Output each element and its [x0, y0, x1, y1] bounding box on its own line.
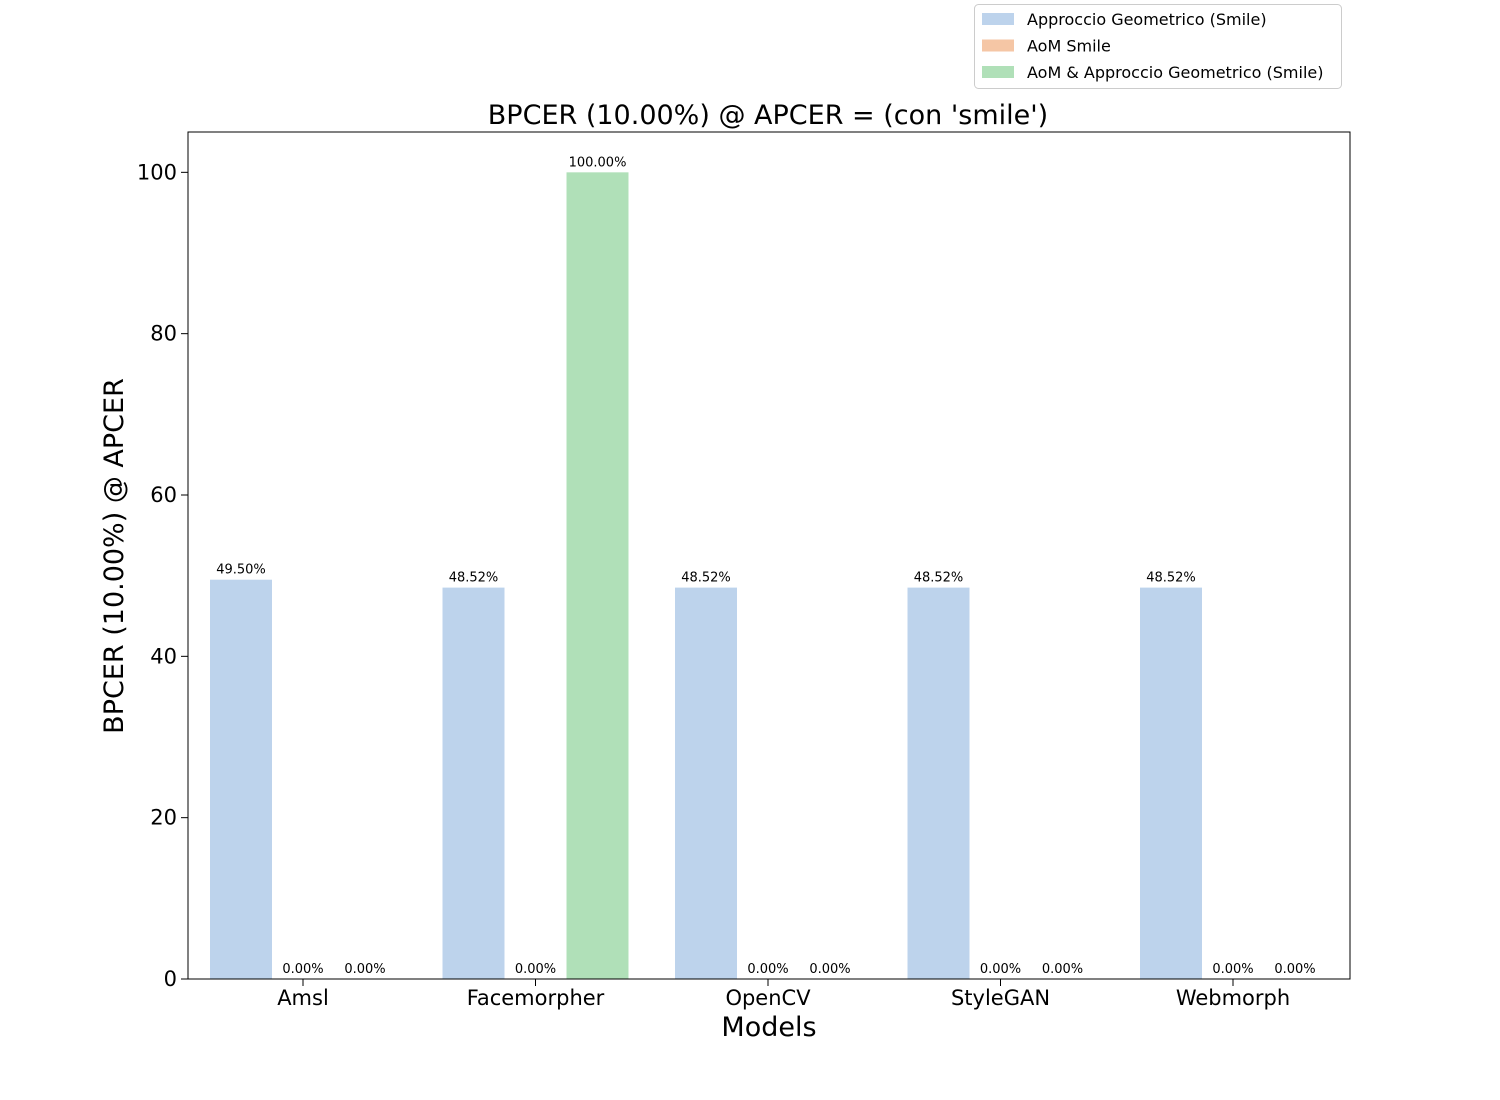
data-label: 48.52%	[914, 571, 964, 586]
legend: Approccio Geometrico (Smile) AoM Smile AoM…	[974, 4, 1342, 89]
data-label: 0.00%	[282, 962, 323, 977]
y-tick-label: 0	[164, 967, 177, 991]
bar-facemorpher-series-3	[566, 172, 629, 980]
bar-facemorpher-series-1	[442, 587, 505, 979]
data-label: 0.00%	[809, 962, 850, 977]
y-tick-label: 80	[150, 322, 177, 346]
data-label: 48.52%	[449, 571, 499, 586]
x-tick-label: OpenCV	[725, 986, 811, 1010]
data-label: 48.52%	[1146, 571, 1196, 586]
legend-swatch	[982, 39, 1014, 52]
x-axis-label: Models	[721, 1012, 816, 1043]
data-label: 0.00%	[344, 962, 385, 977]
data-label: 0.00%	[747, 962, 788, 977]
data-label: 49.50%	[216, 563, 266, 578]
legend-swatch	[982, 66, 1014, 78]
bar-opencv-series-1	[675, 587, 737, 979]
plot-frame	[187, 131, 1351, 980]
chart-title: BPCER (10.00%) @ APCER = (con 'smile')	[488, 100, 1048, 131]
data-label: 0.00%	[1212, 962, 1253, 977]
y-axis: 0 20 40 60 80 100	[137, 160, 188, 991]
x-tick-label: Amsl	[277, 986, 329, 1010]
x-tick-label: StyleGAN	[951, 986, 1050, 1010]
data-label: 0.00%	[515, 962, 556, 977]
legend-swatch	[982, 13, 1014, 25]
y-tick-label: 60	[150, 483, 177, 507]
legend-label: AoM & Approccio Geometrico (Smile)	[1027, 63, 1323, 82]
bar-webmorph-series-1	[1140, 587, 1202, 979]
data-label: 100.00%	[569, 155, 627, 170]
legend-label: Approccio Geometrico (Smile)	[1027, 10, 1267, 29]
legend-box	[974, 4, 1342, 89]
y-axis-label: BPCER (10.00%) @ APCER	[99, 378, 130, 734]
data-label: 0.00%	[980, 962, 1021, 977]
data-label: 0.00%	[1042, 962, 1083, 977]
bar-amsl-series-1	[210, 579, 272, 979]
legend-label: AoM Smile	[1027, 37, 1111, 56]
x-axis: Amsl Facemorpher OpenCV StyleGAN Webmorph	[277, 979, 1290, 1010]
plot-area: 49.50% 48.52% 48.52% 48.52% 48.52% 0.00% 0.00%…	[210, 155, 1316, 980]
y-tick-label: 20	[150, 806, 177, 830]
bar-stylegan-series-1	[907, 587, 970, 979]
data-label: 0.00%	[1274, 962, 1315, 977]
data-label: 48.52%	[681, 571, 731, 586]
y-tick-label: 40	[150, 644, 177, 668]
x-tick-label: Facemorpher	[467, 986, 605, 1010]
x-tick-label: Webmorph	[1176, 986, 1290, 1010]
y-tick-label: 100	[137, 160, 177, 184]
